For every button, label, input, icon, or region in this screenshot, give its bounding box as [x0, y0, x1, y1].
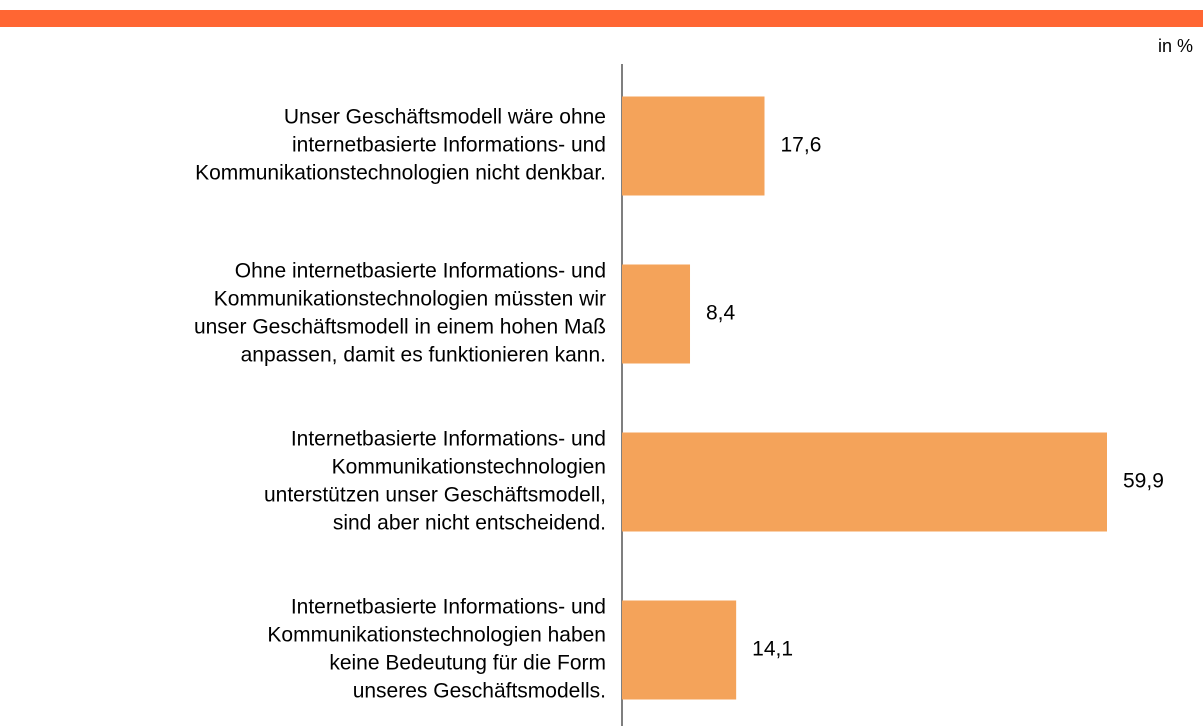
- category-label: unterstützen unser Geschäftsmodell,: [264, 484, 606, 507]
- category-label: Kommunikationstechnologien nicht denkbar…: [195, 162, 606, 185]
- bar: [622, 96, 765, 196]
- category-label: Ohne internetbasierte Informations- und: [235, 260, 606, 283]
- category-label: anpassen, damit es funktionieren kann.: [241, 344, 606, 367]
- bar: [622, 600, 737, 700]
- header-band: [0, 10, 1203, 27]
- category-label: unser Geschäftsmodell in einem hohen Maß: [194, 316, 606, 339]
- category-label: Kommunikationstechnologien: [332, 456, 606, 479]
- category-label: Kommunikationstechnologien müssten wir: [214, 288, 606, 311]
- category-label: Kommunikationstechnologien haben: [267, 624, 606, 647]
- category-label: sind aber nicht entscheidend.: [333, 512, 606, 535]
- value-label: 14,1: [752, 638, 793, 661]
- category-label: internetbasierte Informations- und: [292, 134, 606, 157]
- category-label: Internetbasierte Informations- und: [291, 596, 606, 619]
- value-label: 59,9: [1123, 470, 1164, 493]
- value-label: 17,6: [781, 134, 822, 157]
- category-label: Unser Geschäftsmodell wäre ohne: [284, 106, 606, 129]
- unit-label: in %: [1158, 36, 1193, 56]
- category-label: Internetbasierte Informations- und: [291, 428, 606, 451]
- category-label: keine Bedeutung für die Form: [329, 652, 606, 675]
- bar: [622, 432, 1107, 532]
- bar: [622, 264, 691, 364]
- category-label: unseres Geschäftsmodells.: [353, 680, 606, 703]
- value-label: 8,4: [706, 302, 736, 325]
